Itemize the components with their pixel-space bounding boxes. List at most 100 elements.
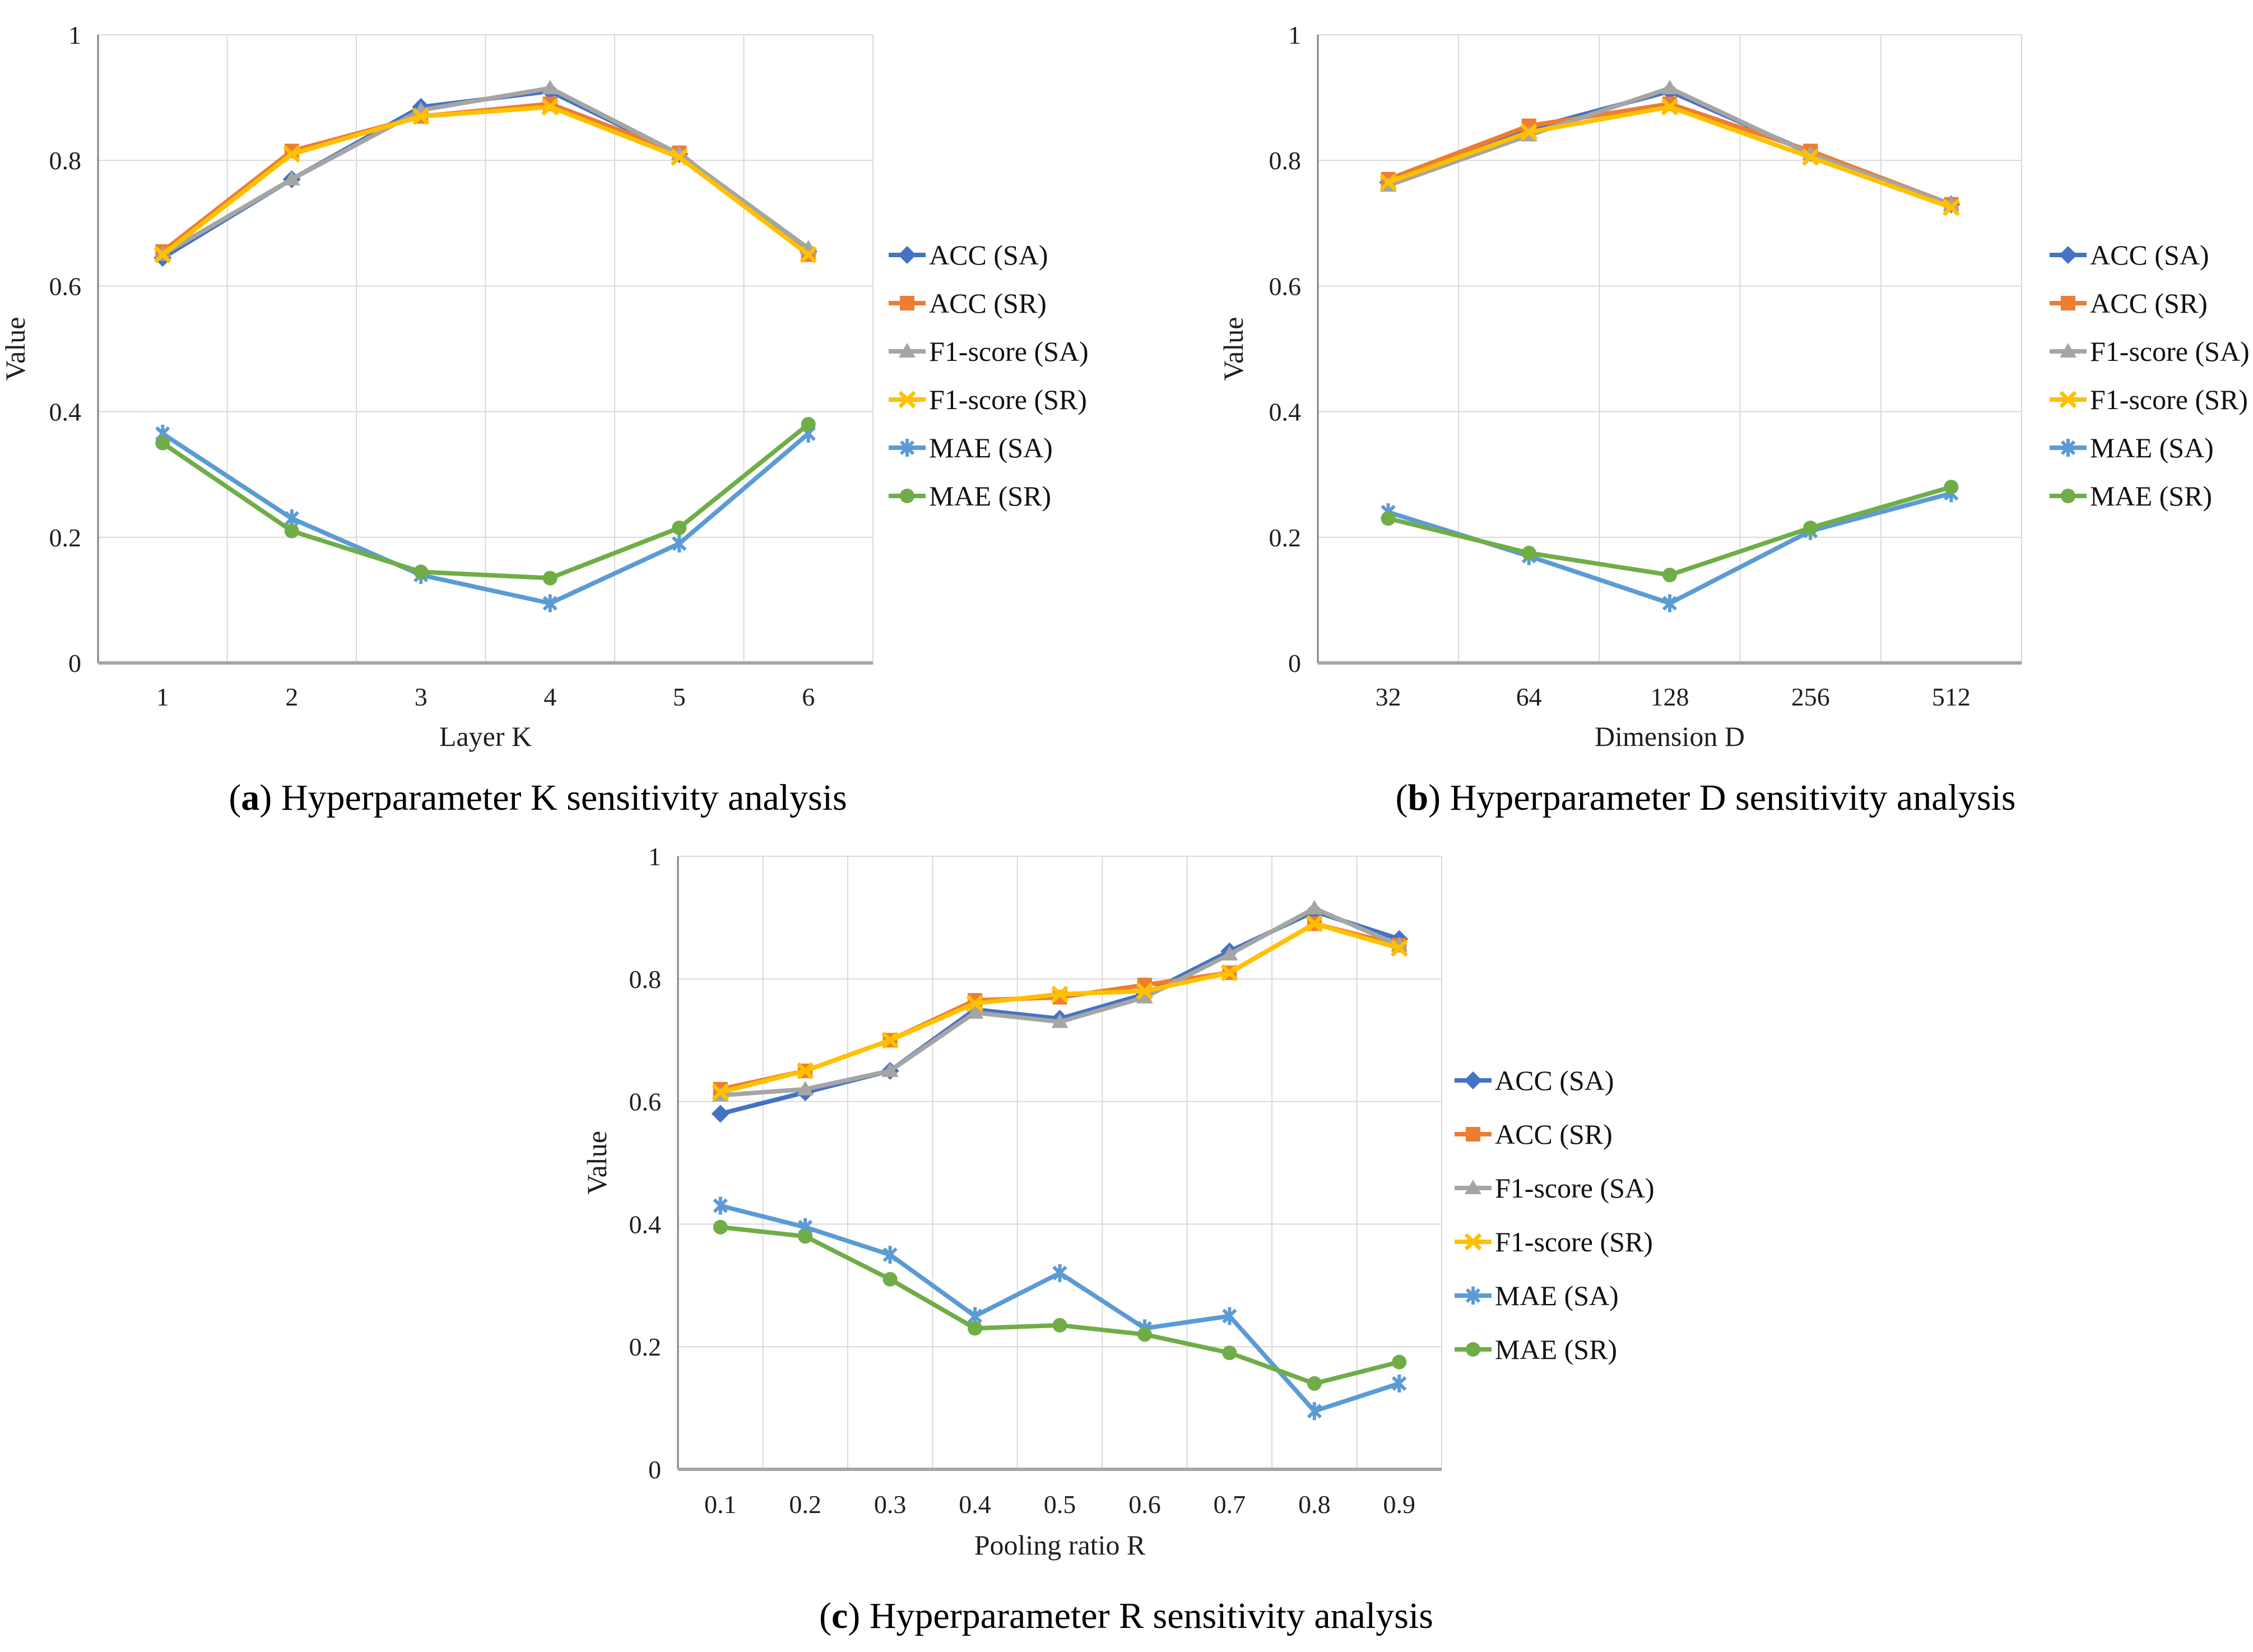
series-markers-mae-sa <box>1381 484 1959 612</box>
legend-item-f1-score-sa: F1-score (SA) <box>1455 1161 1655 1215</box>
legend-label: F1-score (SA) <box>929 336 1089 367</box>
legend: ACC (SA) ACC (SR) F1-score (SA) F1-score (S… <box>1455 1054 1655 1376</box>
y-tick-label: 1 <box>68 21 81 49</box>
y-tick-label: 0.6 <box>49 272 82 300</box>
mae-sa-legend-marker-icon <box>2050 439 2087 457</box>
legend-label: ACC (SA) <box>929 239 1048 271</box>
x-axis-title: Dimension D <box>1595 721 1745 752</box>
legend-item-acc-sa: ACC (SA) <box>2050 231 2250 279</box>
x-tick-label: 1 <box>156 683 169 711</box>
legend: ACC (SA) ACC (SR) F1-score (SA) F1-score (S… <box>889 231 1089 520</box>
legend-label: F1-score (SR) <box>929 384 1087 415</box>
legend-label: MAE (SR) <box>1495 1334 1618 1365</box>
y-tick-label: 0.4 <box>49 398 82 426</box>
chart-k-sensitivity: 0 0.2 0.4 0.6 0.8 1 1 2 3 4 5 6 Layer K Value ACC (SA)… <box>0 0 1165 765</box>
series-line-mae-sr <box>1387 485 1952 578</box>
series-markers-acc-sr <box>713 916 1407 1097</box>
f1-score-sa-legend-marker-icon <box>889 343 926 358</box>
caption-c-text: Hyperparameter R sensitivity analysis <box>869 1595 1433 1636</box>
mae-sr-legend-marker-icon <box>2050 489 2087 503</box>
x-tick-label: 0.1 <box>704 1490 737 1519</box>
legend-label: MAE (SA) <box>929 432 1053 463</box>
acc-sa-legend-marker-icon <box>1455 1071 1492 1089</box>
caption-c-letter: c <box>831 1595 848 1636</box>
y-tick-label: 0 <box>68 649 81 677</box>
legend-item-mae-sr: MAE (SR) <box>1455 1322 1655 1376</box>
legend-item-acc-sa: ACC (SA) <box>889 231 1089 279</box>
x-tick-label: 0.7 <box>1214 1490 1246 1519</box>
f1-score-sr-legend-marker-icon <box>2050 391 2087 409</box>
chart-d-sensitivity: 0 0.2 0.4 0.6 0.8 1 32 64 128 256 512 Dimension D Va… <box>1221 0 2253 765</box>
x-tick-label: 256 <box>1791 683 1830 711</box>
y-tick-label: 0.8 <box>1269 146 1302 175</box>
x-tick-label: 512 <box>1932 683 1971 711</box>
caption-a-letter: a <box>241 777 260 818</box>
f1-score-sa-legend-marker-icon <box>1455 1180 1492 1194</box>
legend-item-acc-sr: ACC (SR) <box>889 279 1089 327</box>
series-markers-mae-sa <box>713 1196 1407 1421</box>
y-tick-label: 1 <box>1288 21 1301 49</box>
caption-a-text: Hyperparameter K sensitivity analysis <box>281 777 847 818</box>
mae-sr-legend-marker-icon <box>889 489 926 503</box>
series-markers-f1-score-sr <box>1379 98 1960 216</box>
x-tick-label: 0.5 <box>1044 1490 1076 1519</box>
caption-b: (b) Hyperparameter D sensitivity analysi… <box>1201 774 2210 822</box>
series-markers-f1-score-sr <box>154 98 817 263</box>
x-tick-label: 0.2 <box>789 1490 821 1519</box>
x-tick-label: 4 <box>543 683 556 711</box>
legend-item-f1-score-sa: F1-score (SA) <box>2050 327 2250 375</box>
caption-c-close: ) <box>848 1595 861 1636</box>
acc-sa-legend-marker-icon <box>2050 246 2087 264</box>
y-tick-label: 0.4 <box>1269 398 1302 426</box>
legend-label: F1-score (SR) <box>2090 384 2248 415</box>
series-line-f1-score-sr <box>161 104 810 257</box>
chart-r-sensitivity: 0 0.2 0.4 0.6 0.8 1 0.1 0.2 0.3 0.4 0.5 0.6 0.7 0.8 0.… <box>583 824 1693 1575</box>
f1-score-sa-legend-marker-icon <box>2050 343 2087 358</box>
acc-sa-legend-marker-icon <box>889 246 926 264</box>
caption-b-text: Hyperparameter D sensitivity analysis <box>1450 777 2016 818</box>
x-tick-label: 0.6 <box>1128 1490 1160 1519</box>
acc-sr-legend-marker-icon <box>2050 296 2087 310</box>
f1-score-sr-legend-marker-icon <box>889 391 926 409</box>
caption-a: (a) Hyperparameter K sensitivity analysi… <box>34 774 1042 822</box>
x-tick-label: 0.9 <box>1383 1490 1416 1519</box>
series-line-mae-sa <box>719 1203 1400 1414</box>
x-tick-label: 5 <box>673 683 686 711</box>
x-axis-title: Layer K <box>439 721 532 752</box>
f1-score-sr-legend-marker-icon <box>1455 1233 1492 1251</box>
mae-sa-legend-marker-icon <box>1455 1287 1492 1305</box>
y-axis-title: Value <box>583 1131 612 1195</box>
legend-label: MAE (SR) <box>929 480 1052 512</box>
legend-item-acc-sa: ACC (SA) <box>1455 1054 1655 1107</box>
legend-label: MAE (SA) <box>2090 432 2214 463</box>
series-markers-mae-sr <box>713 1219 1407 1391</box>
y-tick-label: 0 <box>648 1455 661 1484</box>
x-axis-title: Pooling ratio R <box>974 1529 1146 1561</box>
series-line-mae-sr <box>161 422 810 581</box>
series-line-mae-sa <box>161 431 810 606</box>
legend-label: MAE (SR) <box>2090 480 2213 512</box>
caption-a-close: ) <box>259 777 272 818</box>
y-tick-label: 0 <box>1288 649 1301 677</box>
legend-item-mae-sr: MAE (SR) <box>2050 472 2250 520</box>
legend-item-mae-sa: MAE (SA) <box>889 424 1089 472</box>
y-tick-label: 0.8 <box>629 965 662 994</box>
acc-sr-legend-marker-icon <box>1455 1127 1492 1141</box>
y-tick-label: 1 <box>648 842 661 871</box>
x-tick-label: 0.4 <box>959 1490 991 1519</box>
caption-a-open: ( <box>229 777 241 818</box>
legend-item-f1-score-sa: F1-score (SA) <box>889 327 1089 375</box>
caption-b-letter: b <box>1407 777 1429 818</box>
x-tick-label: 3 <box>415 683 428 711</box>
legend-item-f1-score-sr: F1-score (SR) <box>2050 375 2250 424</box>
caption-c: (c) Hyperparameter R sensitivity analysi… <box>622 1593 1630 1640</box>
series-line-f1-score-sa <box>161 86 810 257</box>
legend-item-acc-sr: ACC (SR) <box>1455 1107 1655 1161</box>
legend-label: ACC (SA) <box>1495 1065 1614 1096</box>
mae-sa-legend-marker-icon <box>889 439 926 457</box>
y-axis-title: Value <box>0 317 31 381</box>
x-tick-label: 2 <box>285 683 298 711</box>
caption-c-open: ( <box>819 1595 831 1636</box>
legend-label: MAE (SA) <box>1495 1280 1619 1311</box>
